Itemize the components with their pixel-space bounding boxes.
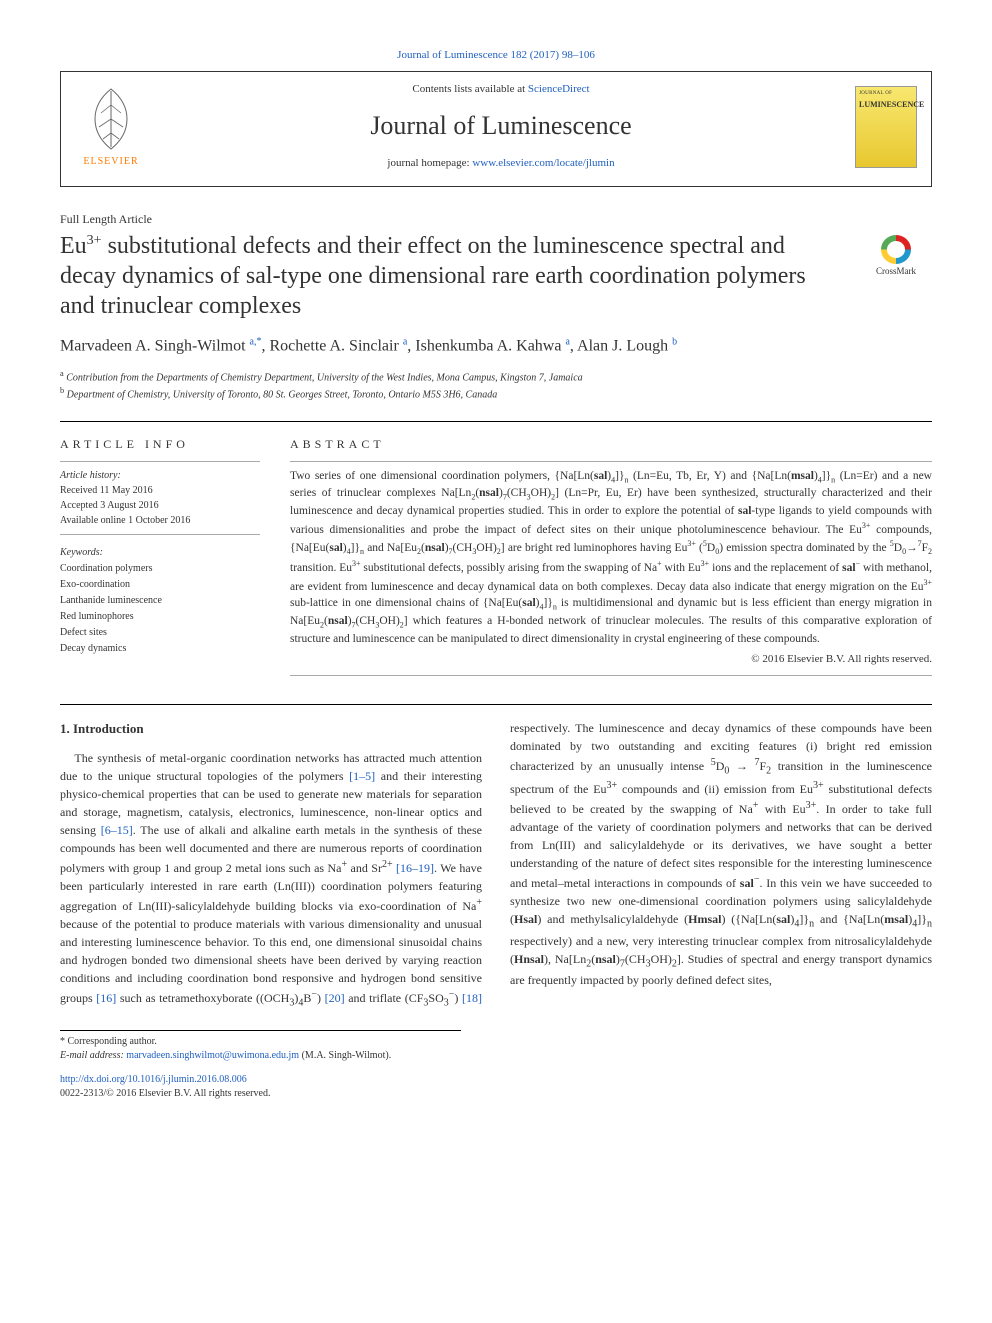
intro-paragraph: The synthesis of metal-organic coordinat… [60,719,932,1010]
affiliation-b: Department of Chemistry, University of T… [67,390,498,401]
journal-cover: JOURNAL OF LUMINESCENCE [855,86,917,168]
keyword: Decay dynamics [60,641,260,657]
issn-line: 0022-2313/© 2016 Elsevier B.V. All right… [60,1087,932,1101]
keyword: Defect sites [60,625,260,641]
keyword: Exo-coordination [60,577,260,593]
abstract-copyright: © 2016 Elsevier B.V. All rights reserved… [290,652,932,667]
abstract-label: ABSTRACT [290,436,932,453]
homepage-line: journal homepage: www.elsevier.com/locat… [147,156,855,171]
elsevier-logo: ELSEVIER [75,85,147,169]
email-label: E-mail address: [60,1050,126,1061]
elsevier-label: ELSEVIER [83,155,138,169]
divider [290,461,932,462]
keywords: Keywords: Coordination polymers Exo-coor… [60,545,260,657]
citation-link[interactable]: Journal of Luminescence 182 (2017) 98–10… [397,49,595,61]
received-date: Received 11 May 2016 [60,483,260,498]
accepted-date: Accepted 3 August 2016 [60,498,260,513]
homepage-prefix: journal homepage: [387,157,472,169]
keyword: Lanthanide luminescence [60,593,260,609]
cover-big: LUMINESCENCE [859,99,913,110]
divider [290,675,932,676]
cover-small: JOURNAL OF [859,90,913,97]
article-title: Eu3+ substitutional defects and their ef… [60,231,932,321]
divider [60,461,260,462]
crossmark-icon [881,235,911,264]
affiliations: a Contribution from the Departments of C… [60,368,932,403]
affiliation-a: Contribution from the Departments of Che… [66,372,582,383]
journal-header: ELSEVIER Contents lists available at Sci… [60,71,932,186]
title-text: Eu3+ substitutional defects and their ef… [60,233,806,319]
keyword: Coordination polymers [60,561,260,577]
crossmark-badge[interactable]: CrossMark [860,235,932,277]
doi-line: http://dx.doi.org/10.1016/j.jlumin.2016.… [60,1073,932,1087]
divider [60,704,932,705]
homepage-link[interactable]: www.elsevier.com/locate/jlumin [472,157,614,169]
divider [60,421,932,422]
article-type: Full Length Article [60,211,932,228]
elsevier-tree-icon [81,85,141,153]
contents-prefix: Contents lists available at [412,83,527,95]
email-suffix: (M.A. Singh-Wilmot). [299,1050,391,1061]
history-label: Article history: [60,468,260,483]
citation-header: Journal of Luminescence 182 (2017) 98–10… [60,48,932,63]
divider [60,534,260,535]
doi-link[interactable]: http://dx.doi.org/10.1016/j.jlumin.2016.… [60,1074,247,1085]
body-text: 1. Introduction The synthesis of metal-o… [60,719,932,1010]
journal-name: Journal of Luminescence [147,108,855,144]
section-heading: 1. Introduction [60,719,482,739]
keyword: Red luminophores [60,609,260,625]
abstract-text: Two series of one dimensional coordinati… [290,468,932,648]
crossmark-label: CrossMark [876,266,916,277]
article-history: Article history: Received 11 May 2016 Ac… [60,468,260,528]
article-info-label: ARTICLE INFO [60,436,260,453]
corresponding-note: * Corresponding author. [60,1035,461,1049]
authors: Marvadeen A. Singh-Wilmot a,*, Rochette … [60,335,932,358]
online-date: Available online 1 October 2016 [60,513,260,528]
footnotes: * Corresponding author. E-mail address: … [60,1030,461,1063]
sciencedirect-link[interactable]: ScienceDirect [528,83,590,95]
contents-line: Contents lists available at ScienceDirec… [147,82,855,97]
keywords-label: Keywords: [60,545,260,561]
email-link[interactable]: marvadeen.singhwilmot@uwimona.edu.jm [126,1050,299,1061]
